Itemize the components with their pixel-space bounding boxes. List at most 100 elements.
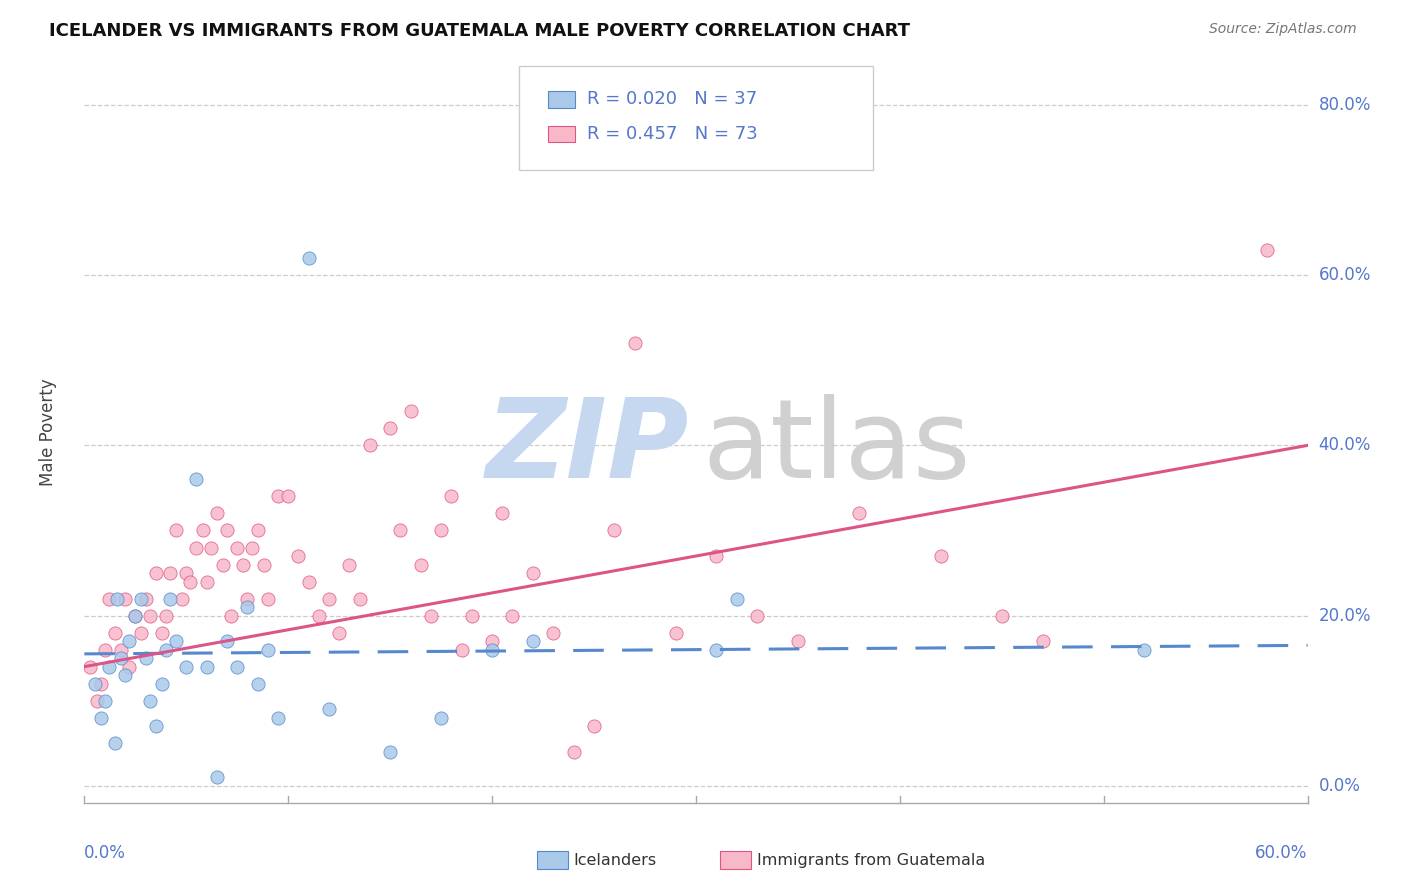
Point [543,625,565,640]
Point [155,608,177,623]
Point [380,745,402,759]
Point [226,541,249,555]
Point [97,659,120,673]
Point [339,558,361,572]
Text: atlas: atlas [702,394,970,501]
Point [328,625,350,640]
Point [138,694,160,708]
Point [124,608,146,623]
Point [195,574,218,589]
Point [481,634,503,648]
Point [929,549,952,563]
Point [114,591,136,606]
Text: 20.0%: 20.0% [1319,607,1371,624]
Point [298,574,321,589]
Point [461,608,484,623]
Point [135,591,157,606]
Point [624,336,647,351]
Point [747,608,769,623]
Point [246,676,269,690]
Point [389,524,412,538]
Point [174,566,197,580]
Point [502,608,524,623]
Point [706,549,728,563]
Point [165,524,187,538]
FancyBboxPatch shape [548,126,575,143]
Text: 40.0%: 40.0% [1319,436,1371,454]
Point [491,507,513,521]
Point [318,702,340,716]
Text: R = 0.457   N = 73: R = 0.457 N = 73 [588,125,758,144]
Point [186,472,208,486]
FancyBboxPatch shape [537,851,568,870]
Point [420,608,443,623]
Point [277,490,299,504]
Point [787,634,810,648]
FancyBboxPatch shape [720,851,751,870]
Point [155,642,177,657]
Point [179,574,201,589]
Point [226,659,249,673]
Point [159,566,181,580]
Point [145,719,167,733]
Point [219,608,242,623]
Point [104,625,127,640]
Point [93,642,115,657]
Point [118,634,141,648]
Point [150,625,173,640]
Point [380,421,402,435]
Text: 60.0%: 60.0% [1256,844,1308,862]
Point [93,694,115,708]
Point [186,541,208,555]
Point [205,770,228,784]
Point [212,558,235,572]
Point [205,507,228,521]
Point [217,524,239,538]
Point [191,524,214,538]
Point [257,591,280,606]
Point [118,659,141,673]
Point [124,608,146,623]
Point [308,608,330,623]
Point [253,558,276,572]
Point [145,566,167,580]
Point [583,719,606,733]
FancyBboxPatch shape [548,91,575,108]
Point [430,524,453,538]
Point [522,634,544,648]
Point [110,651,132,665]
Text: Icelanders: Icelanders [574,853,657,868]
Point [1133,642,1156,657]
Point [83,676,105,690]
Point [86,694,108,708]
Point [246,524,269,538]
Text: Male Poverty: Male Poverty [38,379,56,486]
Point [97,591,120,606]
Point [287,549,309,563]
Text: 80.0%: 80.0% [1319,96,1371,114]
Point [236,591,259,606]
Point [1256,243,1278,257]
Point [440,490,463,504]
Point [349,591,371,606]
Text: 60.0%: 60.0% [1319,266,1371,285]
Point [105,591,128,606]
Point [217,634,239,648]
Text: 0.0%: 0.0% [84,844,127,862]
Point [172,591,194,606]
Point [159,591,181,606]
Point [298,251,321,265]
Point [267,490,290,504]
Point [562,745,585,759]
Point [848,507,870,521]
Point [195,659,218,673]
Point [110,642,132,657]
Point [1032,634,1054,648]
Point [90,711,112,725]
Point [174,659,197,673]
Point [104,736,127,750]
Point [131,591,153,606]
Point [90,676,112,690]
Point [706,642,728,657]
Point [267,711,290,725]
